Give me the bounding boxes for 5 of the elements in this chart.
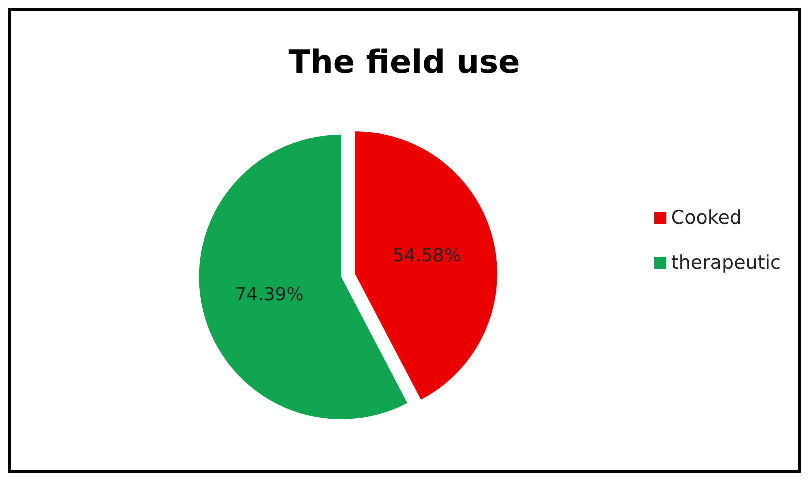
data-label: 74.39% bbox=[235, 284, 304, 306]
data-label: 54.58% bbox=[392, 246, 462, 267]
legend-label: Cooked bbox=[671, 207, 742, 229]
chart-title: The field use bbox=[288, 43, 520, 81]
legend-label: therapeutic bbox=[671, 252, 782, 274]
